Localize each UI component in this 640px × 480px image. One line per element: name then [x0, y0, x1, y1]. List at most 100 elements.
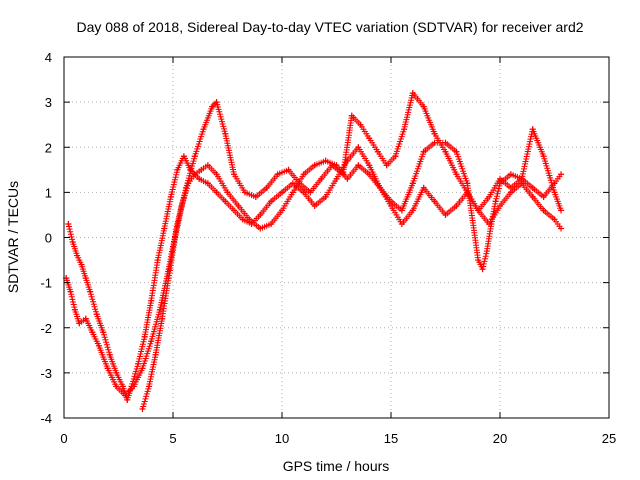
y-tick-label: 4 [45, 50, 52, 65]
data-point [518, 175, 525, 182]
y-tick-label: -1 [40, 276, 52, 291]
x-tick-label: 25 [602, 431, 616, 446]
series-arc-1 [65, 144, 565, 403]
data-point [464, 180, 471, 187]
data-point [139, 405, 146, 412]
data-point [558, 225, 565, 232]
data-point [374, 148, 381, 155]
data-point [156, 306, 163, 313]
data-point [475, 257, 482, 264]
y-tick-label: 2 [45, 140, 52, 155]
data-point [453, 202, 460, 209]
data-point [497, 180, 503, 187]
data-point [106, 351, 113, 358]
data-point [311, 162, 318, 169]
data-point [82, 275, 89, 282]
data-point [431, 198, 438, 205]
data-point [246, 216, 253, 223]
data-point [431, 139, 438, 146]
data-point [420, 148, 427, 155]
data-point [100, 329, 107, 336]
data-point [383, 162, 390, 169]
data-point [551, 189, 558, 196]
data-point [540, 153, 547, 160]
data-point [409, 90, 416, 97]
data-point [148, 297, 155, 304]
data-point [87, 288, 94, 295]
data-point [239, 216, 246, 223]
data-point [78, 261, 85, 268]
data-point [289, 189, 296, 196]
data-point [224, 189, 231, 196]
data-point [124, 396, 131, 403]
data-point [82, 315, 89, 322]
data-point [222, 130, 229, 137]
data-point [222, 198, 229, 205]
data-point [318, 175, 325, 182]
data-point [130, 383, 137, 390]
series-arc-2 [63, 90, 565, 399]
data-point [69, 239, 76, 246]
data-point [279, 207, 285, 214]
data-point [529, 184, 536, 191]
y-tick-label: -2 [40, 321, 52, 336]
x-tick-label: 20 [493, 431, 507, 446]
data-point [65, 220, 72, 227]
data-point [388, 198, 394, 205]
data-point [479, 266, 486, 273]
y-tick-label: 0 [45, 231, 52, 246]
chart-title: Day 088 of 2018, Sidereal Day-to-day VTE… [76, 19, 583, 35]
data-point [268, 220, 275, 227]
data-point [366, 135, 373, 142]
data-point [76, 320, 83, 327]
x-tick-label: 0 [60, 431, 67, 446]
data-point [161, 225, 168, 232]
data-point [285, 166, 292, 173]
x-tick-label: 10 [275, 431, 289, 446]
data-point [357, 121, 364, 128]
data-point [74, 252, 81, 259]
data-point [122, 392, 129, 399]
data-point [558, 171, 565, 178]
data-point [392, 153, 399, 160]
data-point [529, 193, 536, 200]
data-point [198, 166, 205, 173]
data-point [333, 175, 340, 182]
data-point [497, 202, 503, 209]
data-point [152, 351, 159, 358]
data-point [558, 207, 565, 214]
data-point [355, 144, 362, 151]
data-point [398, 220, 405, 227]
data-point [141, 333, 148, 340]
data-point [180, 153, 187, 160]
data-point [268, 198, 275, 205]
data-point [551, 216, 558, 223]
data-point [409, 180, 416, 187]
data-point [95, 342, 102, 349]
data-point [486, 193, 493, 200]
y-tick-label: 1 [45, 185, 52, 200]
data-point [178, 202, 185, 209]
data-point [279, 189, 285, 196]
data-point [453, 171, 460, 178]
x-axis-label: GPS time / hours [283, 458, 390, 474]
y-axis-label: SDTVAR / TECUs [5, 181, 21, 293]
data-point [213, 99, 220, 106]
data-point [159, 315, 166, 322]
data-point [146, 383, 153, 390]
data-point [200, 126, 207, 133]
data-point [204, 162, 211, 169]
data-point [93, 311, 100, 318]
data-point [231, 171, 238, 178]
data-point [488, 220, 495, 227]
data-point [420, 184, 427, 191]
data-point [263, 184, 270, 191]
data-point [289, 180, 296, 187]
data-point [135, 360, 142, 367]
data-point [257, 211, 264, 218]
data-point [453, 148, 460, 155]
data-point [148, 338, 155, 345]
data-point [191, 153, 198, 160]
data-point [409, 207, 416, 214]
data-point [540, 193, 547, 200]
